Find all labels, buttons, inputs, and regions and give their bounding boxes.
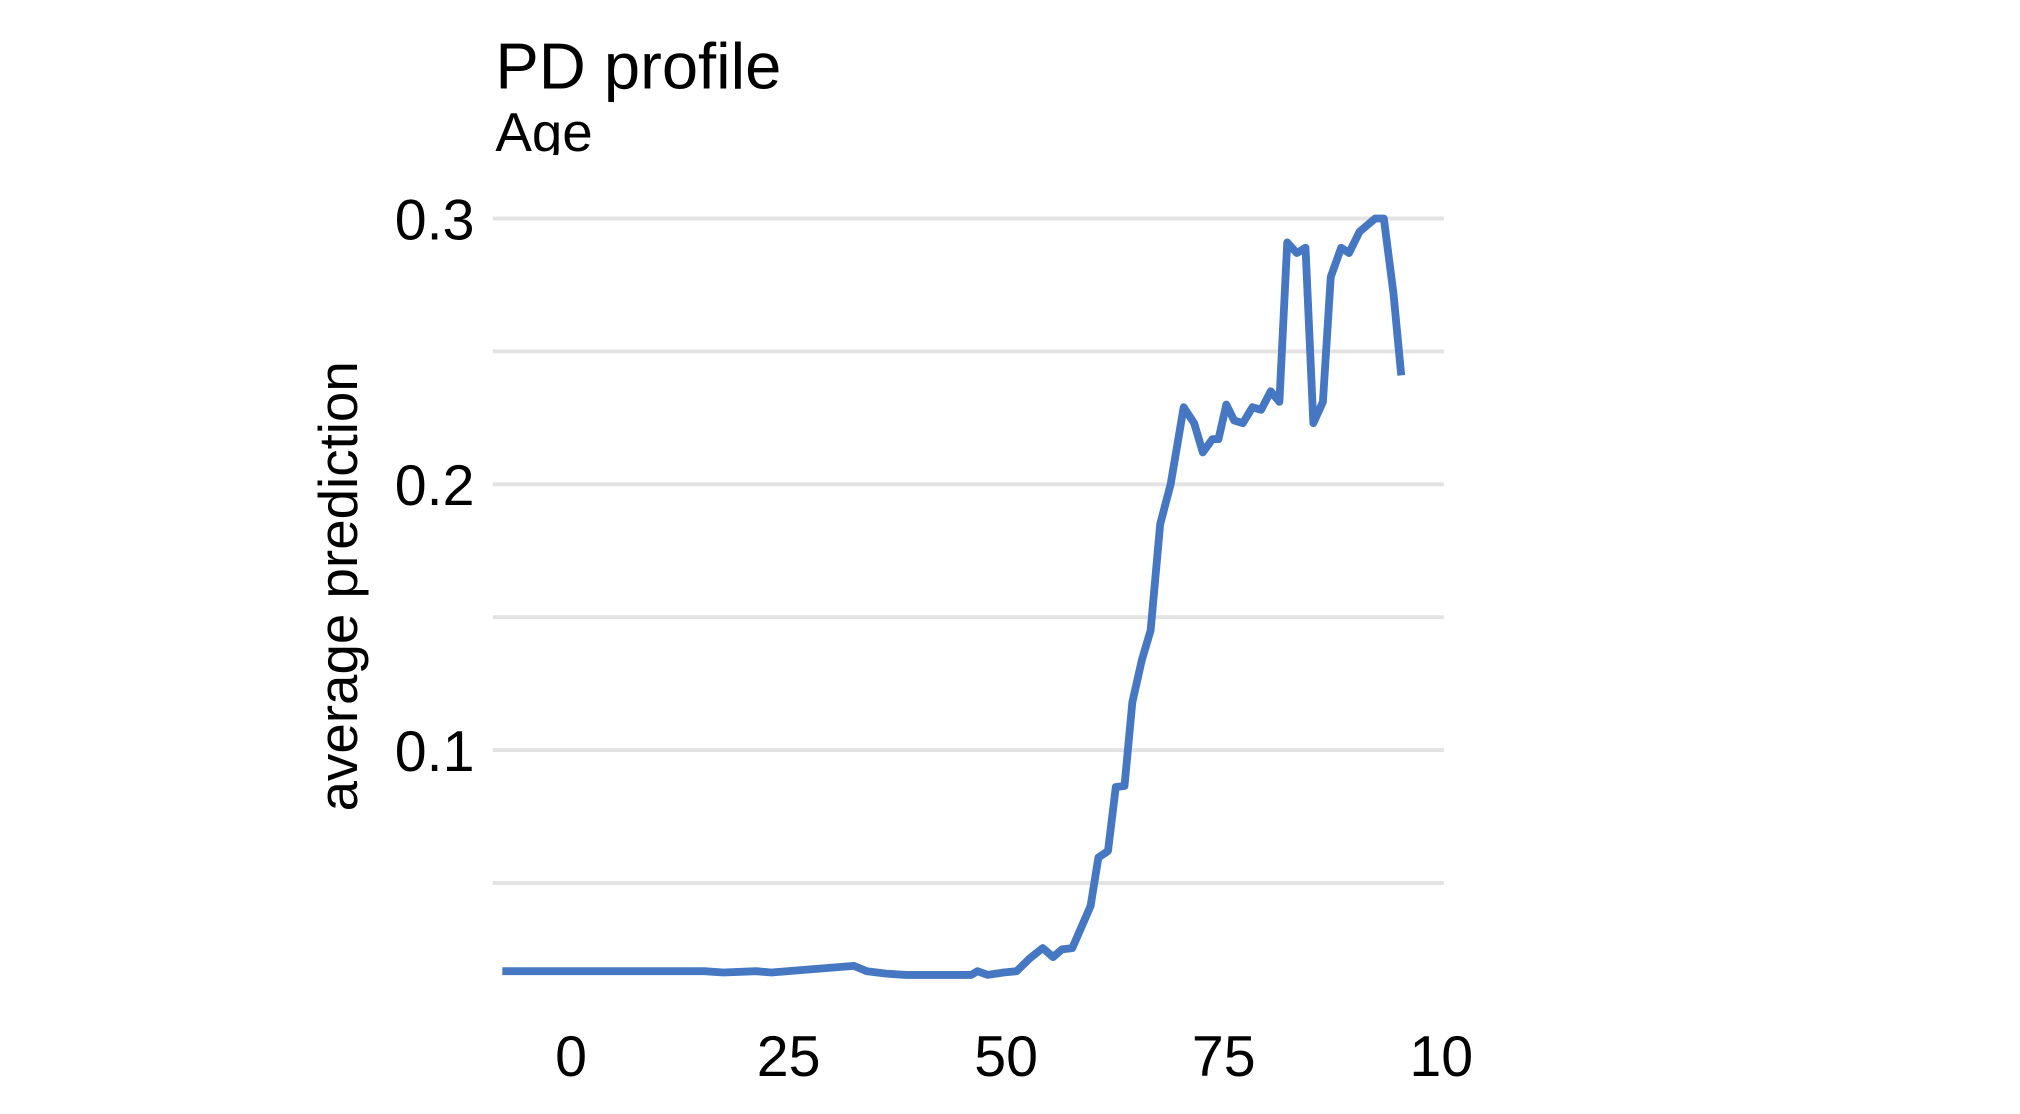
x-tick-label: 25	[757, 1025, 821, 1089]
x-axis: 0 25 50 75 10	[555, 1025, 1473, 1089]
x-tick-label: 0	[555, 1025, 587, 1089]
chart-subtitle: Age	[495, 101, 592, 163]
x-tick-label: 50	[974, 1025, 1038, 1089]
y-tick-label: 0.2	[395, 454, 475, 518]
y-tick-label: 0.1	[395, 720, 475, 784]
chart-title: PD profile	[495, 30, 781, 103]
grid: 0.1 0.2 0.3	[395, 188, 1444, 885]
data-line	[502, 214, 1406, 979]
plot-area	[502, 214, 1406, 979]
y-axis-label: average prediction	[307, 361, 369, 811]
x-tick-label: 75	[1192, 1025, 1256, 1089]
y-tick-label: 0.3	[395, 188, 475, 252]
x-tick-label: 10	[1409, 1025, 1473, 1089]
